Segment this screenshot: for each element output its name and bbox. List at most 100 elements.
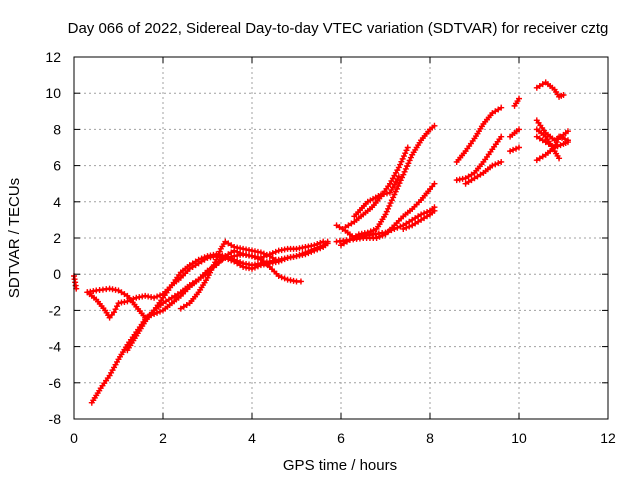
data-point — [564, 137, 571, 144]
data-point — [553, 139, 560, 146]
data-point — [364, 229, 371, 236]
y-tick-label: -8 — [49, 411, 62, 427]
data-point — [386, 202, 393, 209]
data-point — [376, 233, 383, 240]
data-point — [556, 133, 563, 140]
series-arc-11 — [351, 173, 402, 220]
data-point — [399, 174, 406, 181]
data-point — [513, 145, 520, 152]
y-tick-label: -6 — [49, 375, 62, 391]
data-point — [406, 157, 413, 164]
data-point — [431, 180, 438, 187]
data-point — [297, 278, 304, 285]
data-point — [397, 161, 404, 168]
data-point — [511, 130, 518, 137]
data-point — [403, 224, 410, 231]
data-point — [404, 163, 411, 170]
data-point — [492, 161, 499, 168]
data-point — [228, 257, 235, 264]
data-point — [216, 248, 223, 255]
data-point — [214, 254, 221, 261]
data-point — [272, 248, 279, 255]
data-point — [403, 147, 410, 154]
data-point — [311, 247, 318, 254]
data-point — [385, 205, 392, 212]
data-point — [222, 254, 229, 261]
data-point — [401, 168, 408, 175]
series-line — [513, 97, 521, 108]
chart-title: Day 066 of 2022, Sidereal Day-to-day VTE… — [68, 20, 609, 37]
data-point — [418, 211, 425, 218]
series-arc-6 — [177, 238, 282, 312]
data-point — [151, 294, 158, 301]
data-point — [498, 133, 505, 140]
data-point — [302, 251, 309, 258]
data-point — [510, 146, 517, 153]
y-tick-label: -4 — [49, 339, 62, 355]
data-point — [398, 158, 405, 165]
y-tick-label: 12 — [45, 49, 61, 65]
data-point — [392, 188, 399, 195]
data-point — [498, 104, 505, 111]
data-point — [373, 235, 380, 241]
data-point — [395, 173, 402, 180]
data-point — [387, 200, 394, 207]
x-tick-label: 10 — [511, 430, 527, 446]
x-tick-label: 0 — [70, 430, 78, 446]
data-point — [249, 253, 255, 260]
x-axis-label: GPS time / hours — [283, 457, 397, 474]
y-tick-label: 4 — [53, 194, 61, 210]
axis-ticks: 0 2 4 6 8 10 12 -8 -6 -4 -2 0 2 4 6 8 10 12 — [45, 49, 616, 446]
data-point — [305, 250, 312, 257]
data-point — [498, 158, 505, 165]
data-point — [431, 122, 438, 129]
data-point — [395, 164, 402, 171]
y-tick-label: 8 — [53, 121, 61, 137]
data-point — [215, 251, 222, 258]
data-point — [225, 256, 232, 263]
data-point — [251, 254, 258, 261]
series-arc-8 — [333, 180, 438, 245]
data-point — [367, 228, 374, 235]
data-point — [554, 136, 561, 143]
series-arc-19 — [533, 79, 567, 100]
data-point — [489, 162, 496, 169]
data-point — [251, 264, 258, 271]
series-line — [90, 240, 329, 405]
data-point — [507, 148, 514, 155]
y-tick-label: 0 — [53, 266, 61, 282]
data-point — [395, 183, 402, 190]
series-arc-4 — [88, 238, 331, 406]
data-point — [314, 246, 321, 253]
data-point — [400, 171, 407, 178]
data-point — [257, 249, 264, 256]
data-point — [114, 303, 121, 310]
y-tick-label: -2 — [49, 302, 62, 318]
data-point — [317, 245, 324, 252]
data-point — [495, 160, 502, 167]
data-point — [281, 275, 288, 282]
series-arc-13 — [453, 104, 505, 165]
data-point — [559, 134, 566, 141]
data-point — [324, 240, 331, 247]
data-point — [154, 293, 161, 300]
x-tick-label: 4 — [248, 430, 256, 446]
series-arc-1 — [71, 273, 80, 292]
data-point — [124, 298, 131, 305]
data-point — [390, 194, 397, 201]
data-point — [379, 232, 386, 239]
data-point — [275, 273, 282, 280]
series-arc-23 — [533, 126, 563, 162]
x-tick-label: 8 — [426, 430, 434, 446]
series-arc-17 — [507, 144, 522, 155]
data-point — [431, 207, 438, 214]
data-point — [393, 185, 400, 192]
data-point — [254, 255, 261, 262]
data-point — [388, 197, 395, 204]
x-tick-label: 12 — [600, 430, 616, 446]
data-point — [213, 256, 220, 263]
y-tick-label: 6 — [53, 158, 61, 174]
data-point — [308, 248, 315, 255]
data-point — [397, 177, 404, 184]
data-point — [382, 211, 389, 218]
